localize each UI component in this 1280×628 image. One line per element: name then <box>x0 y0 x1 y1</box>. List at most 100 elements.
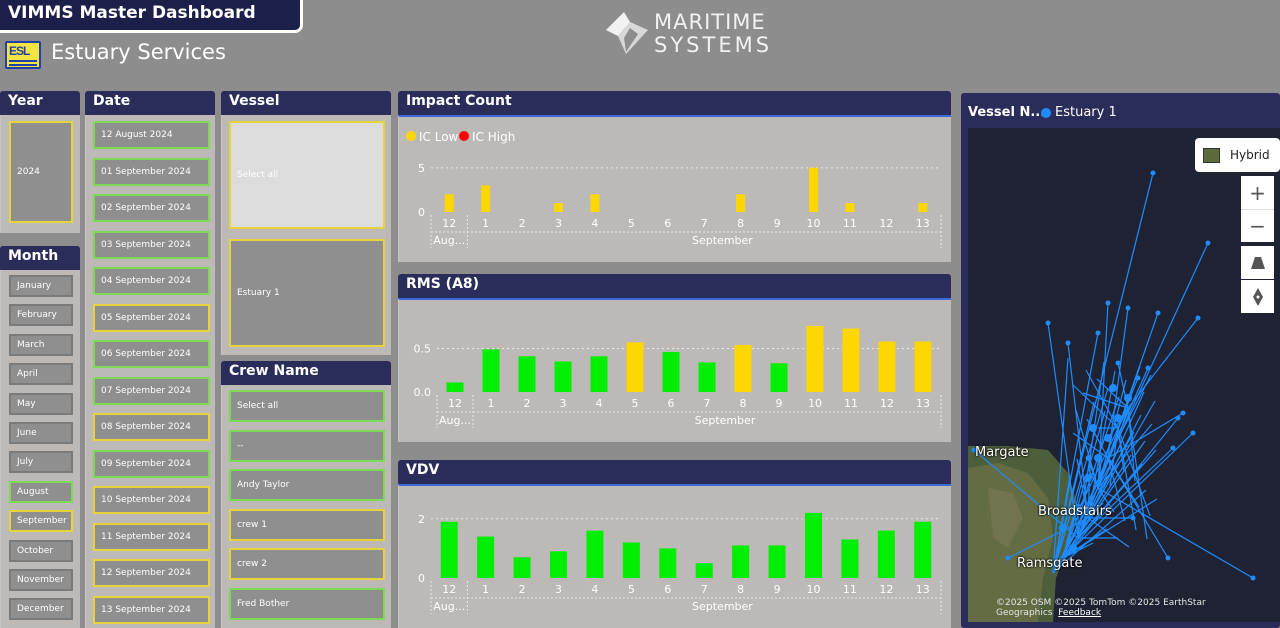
vessel-slicer: Vessel Select all Estuary 1 <box>221 91 391 355</box>
bar-12-12 <box>878 341 896 392</box>
vessel-option-select-all[interactable]: Select all <box>229 121 385 229</box>
vessel-position-cluster <box>1114 414 1122 422</box>
x-tick-label: 5 <box>632 397 639 410</box>
month-option-july[interactable]: July <box>9 451 73 474</box>
map-label-ramsgate: Ramsgate <box>1017 556 1083 571</box>
x-tick-label: 2 <box>524 397 531 410</box>
map-feedback-link[interactable]: Feedback <box>1058 608 1102 618</box>
date-option-07-september-2024[interactable]: 07 September 2024 <box>93 376 210 405</box>
date-option-12-august-2024[interactable]: 12 August 2024 <box>93 121 210 149</box>
x-tick-label: 2 <box>519 217 526 230</box>
map-title: Vessel N... <box>968 105 1046 120</box>
bar-7-7 <box>695 563 713 578</box>
x-tick-label: 6 <box>664 583 671 596</box>
bar-10-10 <box>809 167 818 212</box>
zoom-in-button[interactable]: + <box>1241 176 1274 209</box>
bar-2-2 <box>513 557 531 578</box>
date-option-02-september-2024[interactable]: 02 September 2024 <box>93 194 210 222</box>
year-slicer: Year 2024 <box>0 91 80 233</box>
crew-option-crew-1[interactable]: crew 1 <box>229 508 385 541</box>
compass-button[interactable] <box>1241 280 1274 313</box>
vessel-option-estuary-1[interactable]: Estuary 1 <box>229 239 385 347</box>
bar-13-13 <box>918 203 928 212</box>
bar-12-12 <box>877 530 895 578</box>
bar-9-9 <box>768 545 786 578</box>
x-tick-label: 5 <box>628 217 635 230</box>
map-label-broadstairs: Broadstairs <box>1038 504 1112 519</box>
month-option-april[interactable]: April <box>9 363 73 386</box>
vdv-title: VDV <box>406 462 440 478</box>
vessel-track-12 <box>1097 487 1254 579</box>
date-option-09-september-2024[interactable]: 09 September 2024 <box>93 449 210 478</box>
map-tracks <box>968 170 1256 622</box>
tilt-button[interactable] <box>1241 246 1274 279</box>
vessel-position-point <box>971 447 977 453</box>
month-option-may[interactable]: May <box>9 392 73 415</box>
date-option-08-september-2024[interactable]: 08 September 2024 <box>93 413 210 441</box>
vessel-track-35 <box>1098 457 1109 478</box>
map-canvas[interactable]: Hybrid + − Margate Broadstairs Ramsgate … <box>968 128 1280 622</box>
vessel-position-point <box>1130 515 1136 521</box>
vessel-position-point <box>1045 320 1051 326</box>
date-option-13-september-2024[interactable]: 13 September 2024 <box>93 595 210 624</box>
month-option-november[interactable]: November <box>9 569 73 591</box>
date-option-12-september-2024[interactable]: 12 September 2024 <box>93 559 210 587</box>
date-option-11-september-2024[interactable]: 11 September 2024 <box>93 522 210 551</box>
month-option-october[interactable]: October <box>9 539 73 562</box>
x-tick-label: 1 <box>482 583 489 596</box>
date-option-05-september-2024[interactable]: 05 September 2024 <box>93 303 210 332</box>
month-option-september[interactable]: September <box>9 510 73 533</box>
x-tick-label: 6 <box>664 217 671 230</box>
zoom-out-button[interactable]: − <box>1241 209 1274 242</box>
x-tick-label: 10 <box>808 397 822 410</box>
month-option-february[interactable]: February <box>9 304 73 327</box>
bar-9-9 <box>770 363 788 392</box>
bar-11-11 <box>845 203 855 212</box>
vessel-position-cluster <box>1109 384 1117 392</box>
vessel-track-37 <box>1082 392 1129 409</box>
vessel-position-point <box>1175 415 1181 421</box>
vessel-position-point <box>1145 365 1151 371</box>
x-tick-label: 3 <box>555 217 562 230</box>
vessel-position-point <box>1165 555 1171 561</box>
impact-count-chart: Impact Count IC Low IC High 0 5 12 1 2 3 4 5 6 7 8 9 1… <box>398 91 951 262</box>
month-option-january[interactable]: January <box>9 275 73 297</box>
crew-option-select-all[interactable]: Select all <box>229 390 385 422</box>
map-style-label: Hybrid <box>1230 148 1270 162</box>
vessel-track-34 <box>1097 423 1153 489</box>
vessel-position-point <box>1195 315 1201 321</box>
date-option-01-september-2024[interactable]: 01 September 2024 <box>93 157 210 186</box>
x-tick-label: 10 <box>807 583 821 596</box>
date-option-10-september-2024[interactable]: 10 September 2024 <box>93 486 210 514</box>
vessel-position-point <box>1180 410 1186 416</box>
bar-5-5 <box>626 342 644 392</box>
crew-option-fred-bother[interactable]: Fred Bother <box>229 588 385 620</box>
year-option[interactable]: 2024 <box>9 121 73 223</box>
x-group-label: Aug... <box>433 234 465 247</box>
month-option-june[interactable]: June <box>9 422 73 444</box>
vessel-position-cluster <box>1094 454 1102 462</box>
vessel-track-36 <box>1117 427 1137 531</box>
vessel-track-77 <box>1122 407 1129 424</box>
x-tick-label: 12 <box>442 583 456 596</box>
date-option-03-september-2024[interactable]: 03 September 2024 <box>93 230 210 259</box>
month-option-march[interactable]: March <box>9 333 73 356</box>
vessel-position-point <box>1095 330 1101 336</box>
crew-option-blank[interactable]: -- <box>229 429 385 462</box>
bar-10-10 <box>805 512 822 578</box>
vessel-position-point <box>1190 430 1196 436</box>
vessel-track-9 <box>1062 432 1194 559</box>
bar-8-8 <box>734 344 752 392</box>
map-style-button[interactable]: Hybrid <box>1195 138 1280 172</box>
month-option-december[interactable]: December <box>9 598 73 621</box>
vessel-position-cluster <box>1059 524 1067 532</box>
date-option-04-september-2024[interactable]: 04 September 2024 <box>93 267 210 295</box>
date-option-06-september-2024[interactable]: 06 September 2024 <box>93 340 210 368</box>
crew-option-crew-2[interactable]: crew 2 <box>229 548 385 581</box>
month-option-august[interactable]: August <box>9 480 73 503</box>
x-tick-label: 9 <box>774 583 781 596</box>
x-tick-label: 8 <box>737 583 744 596</box>
crew-option-andy-taylor[interactable]: Andy Taylor <box>229 469 385 502</box>
vessel-track-65 <box>1087 517 1130 548</box>
x-tick-label: 11 <box>844 397 858 410</box>
